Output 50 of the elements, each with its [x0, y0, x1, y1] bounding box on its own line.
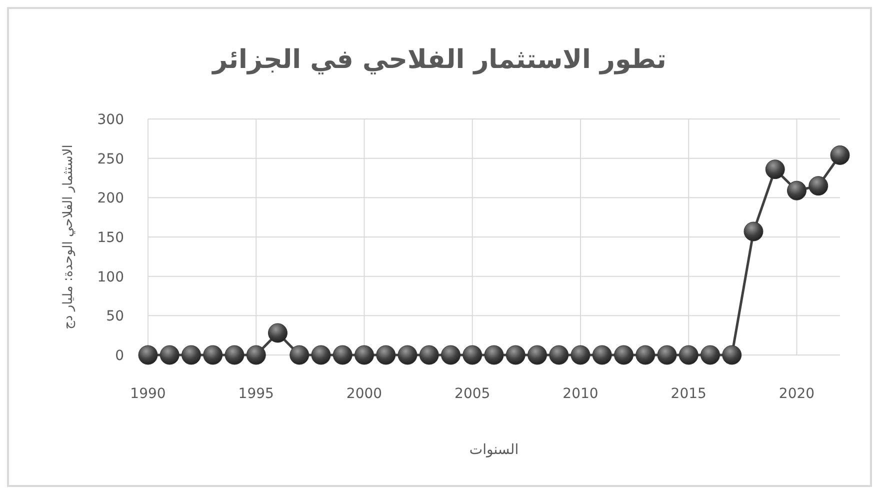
point: [332, 345, 352, 365]
point: [182, 345, 201, 365]
point: [290, 345, 310, 365]
point: [528, 345, 547, 365]
x-tick-label: 1995: [238, 386, 274, 402]
x-tick-label: 2015: [670, 386, 706, 402]
point: [354, 345, 374, 365]
point: [657, 345, 677, 365]
point: [744, 222, 764, 242]
point: [808, 176, 828, 196]
y-tick-label: 300: [97, 112, 124, 128]
point: [224, 345, 244, 365]
x-tick-label: 1990: [130, 386, 166, 402]
y-tick-label: 50: [106, 308, 124, 325]
point: [700, 345, 720, 365]
y-axis-title: الاستثمار الفلاحي الوحدة: مليار دج: [61, 144, 76, 330]
point: [462, 345, 482, 365]
point: [765, 160, 785, 180]
x-tick-label: 2020: [778, 386, 815, 402]
point: [138, 345, 158, 365]
point: [376, 345, 396, 365]
point: [549, 345, 569, 365]
point: [678, 345, 698, 365]
point: [636, 345, 656, 365]
point: [311, 345, 331, 365]
y-tick-label: 200: [97, 190, 124, 207]
point: [419, 345, 439, 365]
point: [160, 345, 180, 365]
point: [484, 345, 504, 365]
point: [830, 145, 850, 165]
point: [614, 345, 634, 365]
point: [441, 345, 460, 365]
y-tick-label: 0: [115, 348, 124, 364]
point: [722, 345, 742, 365]
y-tick-label: 150: [97, 230, 124, 246]
point: [268, 323, 288, 343]
point: [592, 345, 612, 365]
x-tick-label: 2000: [346, 386, 382, 402]
point: [506, 345, 526, 365]
point: [787, 180, 806, 200]
point: [570, 345, 590, 365]
x-tick-label: 2010: [562, 386, 598, 402]
point: [398, 345, 418, 365]
x-tick-label: 2005: [454, 386, 490, 402]
y-tick-label: 100: [97, 269, 124, 286]
point: [246, 345, 266, 365]
chart-title: تطور الاستثمار الفلاحي في الجزائر: [210, 45, 666, 75]
y-tick-label: 250: [97, 151, 124, 168]
point: [203, 345, 223, 365]
x-axis-title: السنوات: [469, 442, 519, 458]
